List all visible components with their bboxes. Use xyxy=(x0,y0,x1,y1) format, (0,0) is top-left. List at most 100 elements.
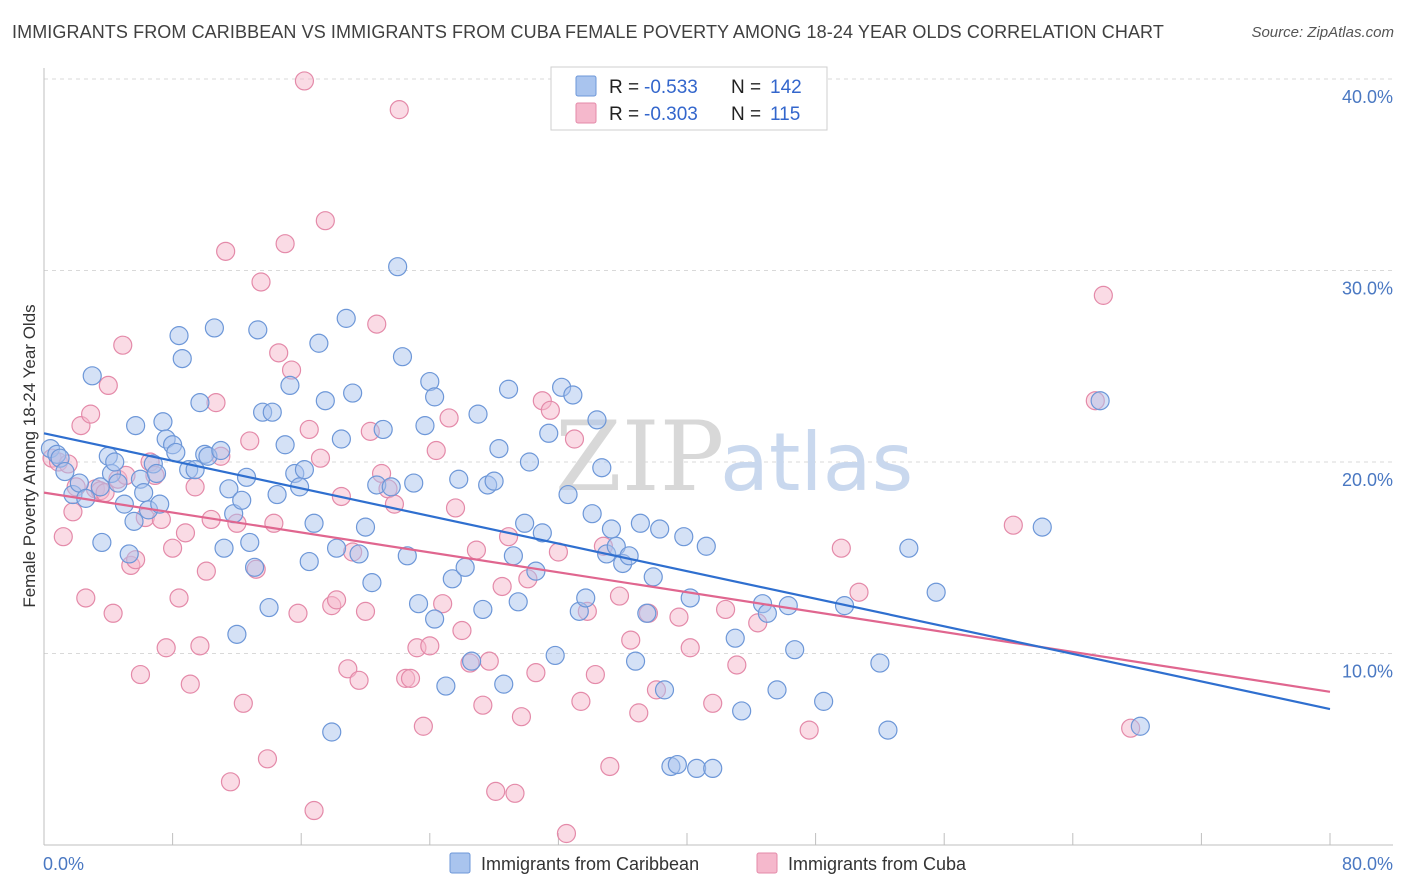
point-caribbean-17 xyxy=(126,416,146,436)
legend-frame xyxy=(550,66,828,131)
point-cuba-36 xyxy=(220,772,241,792)
point-cuba-103 xyxy=(680,638,700,658)
point-caribbean-68 xyxy=(373,419,393,440)
point-cuba-50 xyxy=(304,800,324,821)
point-caribbean-88 xyxy=(489,438,509,459)
point-cuba-56 xyxy=(338,659,358,679)
point-cuba-67 xyxy=(400,668,421,688)
source-credit: Source: ZipAtlas.com xyxy=(1251,24,1394,41)
point-caribbean-57 xyxy=(309,333,329,353)
point-caribbean-58 xyxy=(315,391,335,411)
point-caribbean-27 xyxy=(166,442,186,463)
point-cuba-15 xyxy=(113,335,133,355)
point-cuba-44 xyxy=(269,343,289,363)
point-caribbean-22 xyxy=(146,463,167,484)
x-tick-label-min: 0.0% xyxy=(43,854,84,874)
point-caribbean-114 xyxy=(637,603,657,623)
point-caribbean-130 xyxy=(778,596,798,616)
point-caribbean-36 xyxy=(211,440,231,461)
point-caribbean-126 xyxy=(732,701,752,721)
bottom-legend: Immigrants from Caribbean Immigrants fro… xyxy=(449,852,967,874)
point-cuba-30 xyxy=(190,636,210,656)
point-caribbean-43 xyxy=(240,532,260,553)
point-caribbean-120 xyxy=(674,527,694,547)
point-cuba-65 xyxy=(389,100,409,120)
point-caribbean-125 xyxy=(725,628,745,648)
point-caribbean-75 xyxy=(415,416,435,436)
point-cuba-104 xyxy=(703,693,723,713)
point-cuba-102 xyxy=(669,607,689,627)
point-cuba-29 xyxy=(185,477,205,497)
point-caribbean-15 xyxy=(119,544,139,564)
series-caribbean-points xyxy=(40,257,1150,779)
point-caribbean-108 xyxy=(601,519,622,539)
point-caribbean-138 xyxy=(1032,517,1052,537)
point-cuba-82 xyxy=(498,527,519,547)
point-caribbean-81 xyxy=(449,469,469,489)
point-caribbean-97 xyxy=(539,423,559,443)
point-caribbean-104 xyxy=(582,504,602,524)
point-caribbean-71 xyxy=(392,347,413,367)
point-caribbean-23 xyxy=(150,494,170,514)
point-caribbean-55 xyxy=(299,551,319,572)
point-caribbean-13 xyxy=(108,473,128,493)
point-cuba-98 xyxy=(621,630,641,650)
point-caribbean-82 xyxy=(455,557,475,577)
y-tick-label-3: 40.0% xyxy=(1342,87,1393,107)
point-caribbean-59 xyxy=(322,722,342,742)
trend-lines xyxy=(43,432,1331,711)
point-cuba-91 xyxy=(564,429,585,449)
point-caribbean-128 xyxy=(757,603,777,623)
bottom-legend-swatch-cuba xyxy=(756,852,778,874)
point-caribbean-32 xyxy=(190,393,210,413)
point-caribbean-131 xyxy=(785,640,805,660)
point-caribbean-65 xyxy=(355,517,376,537)
point-cuba-111 xyxy=(1003,515,1023,535)
point-caribbean-85 xyxy=(473,599,493,620)
point-cuba-99 xyxy=(629,703,649,723)
trend-line-caribbean xyxy=(43,432,1331,711)
watermark: ZIP atlas xyxy=(555,401,913,513)
point-caribbean-90 xyxy=(498,379,519,399)
y-tick-labels: 10.0% 20.0% 30.0% 40.0% xyxy=(1342,87,1393,682)
point-cuba-94 xyxy=(585,664,605,685)
bottom-legend-label-cuba: Immigrants from Cuba xyxy=(788,854,967,874)
point-caribbean-38 xyxy=(219,479,239,499)
point-caribbean-135 xyxy=(878,720,898,740)
point-caribbean-70 xyxy=(388,257,408,277)
point-cuba-86 xyxy=(526,663,546,683)
point-caribbean-19 xyxy=(134,483,154,503)
point-caribbean-111 xyxy=(619,546,639,566)
point-cuba-25 xyxy=(163,538,183,558)
point-caribbean-93 xyxy=(515,513,535,533)
legend-n-value-caribbean: 142 xyxy=(770,77,802,98)
point-caribbean-60 xyxy=(326,538,347,558)
point-caribbean-115 xyxy=(643,567,663,587)
point-cuba-109 xyxy=(831,538,851,558)
point-caribbean-106 xyxy=(592,458,612,478)
point-cuba-92 xyxy=(571,691,591,711)
point-caribbean-140 xyxy=(1130,716,1150,736)
y-tick-label-0: 10.0% xyxy=(1342,662,1393,682)
point-caribbean-69 xyxy=(381,477,401,497)
point-caribbean-95 xyxy=(526,561,546,581)
point-caribbean-66 xyxy=(362,573,382,593)
point-caribbean-3 xyxy=(55,461,75,482)
point-caribbean-72 xyxy=(397,546,417,566)
point-cuba-80 xyxy=(486,781,506,801)
point-caribbean-9 xyxy=(92,532,112,553)
point-caribbean-78 xyxy=(425,387,445,407)
point-cuba-79 xyxy=(479,651,499,671)
point-caribbean-124 xyxy=(703,758,723,779)
point-cuba-8 xyxy=(81,404,101,424)
point-caribbean-44 xyxy=(244,557,265,577)
point-cuba-96 xyxy=(600,756,620,777)
legend-swatch-caribbean xyxy=(575,75,597,97)
point-caribbean-47 xyxy=(259,597,279,618)
point-caribbean-119 xyxy=(667,754,687,775)
legend-box: R = -0.533 N = 142 R = -0.303 N = 115 xyxy=(550,66,828,131)
point-cuba-33 xyxy=(206,393,226,413)
point-cuba-73 xyxy=(439,408,459,428)
point-cuba-19 xyxy=(130,664,151,685)
